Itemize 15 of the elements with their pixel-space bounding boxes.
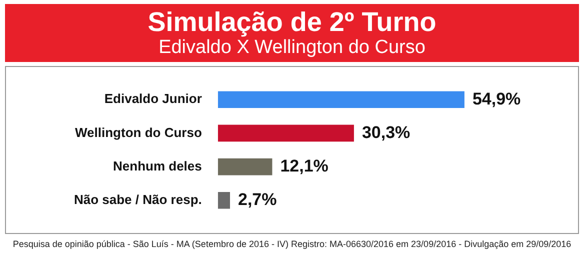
data-label: 12,1%	[280, 156, 328, 176]
text: Pesquisa de opinião pública - São Luís - MA (Setembro de 2016 - IV) Registro: MA-06630/2016 em 23/09/2016 - Divulgação em 29/09/2016	[12, 238, 572, 250]
bar	[218, 91, 464, 108]
y-tick-label: Edivaldo Junior	[104, 91, 202, 106]
y-tick-label: Não sabe / Não resp.	[74, 192, 202, 207]
y-tick-label: Wellington do Curso	[75, 124, 202, 140]
bar	[218, 124, 354, 142]
chart-title: Simulação de 2º Turno	[146, 7, 438, 37]
bar	[218, 158, 272, 176]
data-label: 30,3%	[362, 122, 410, 142]
chart-subtitle: Edivaldo X Wellington do Curso	[158, 37, 426, 59]
data-label: 2,7%	[238, 190, 277, 210]
bar	[218, 192, 230, 209]
y-tick-label: Nenhum deles	[113, 158, 202, 174]
data-label: 54,9%	[472, 89, 521, 108]
